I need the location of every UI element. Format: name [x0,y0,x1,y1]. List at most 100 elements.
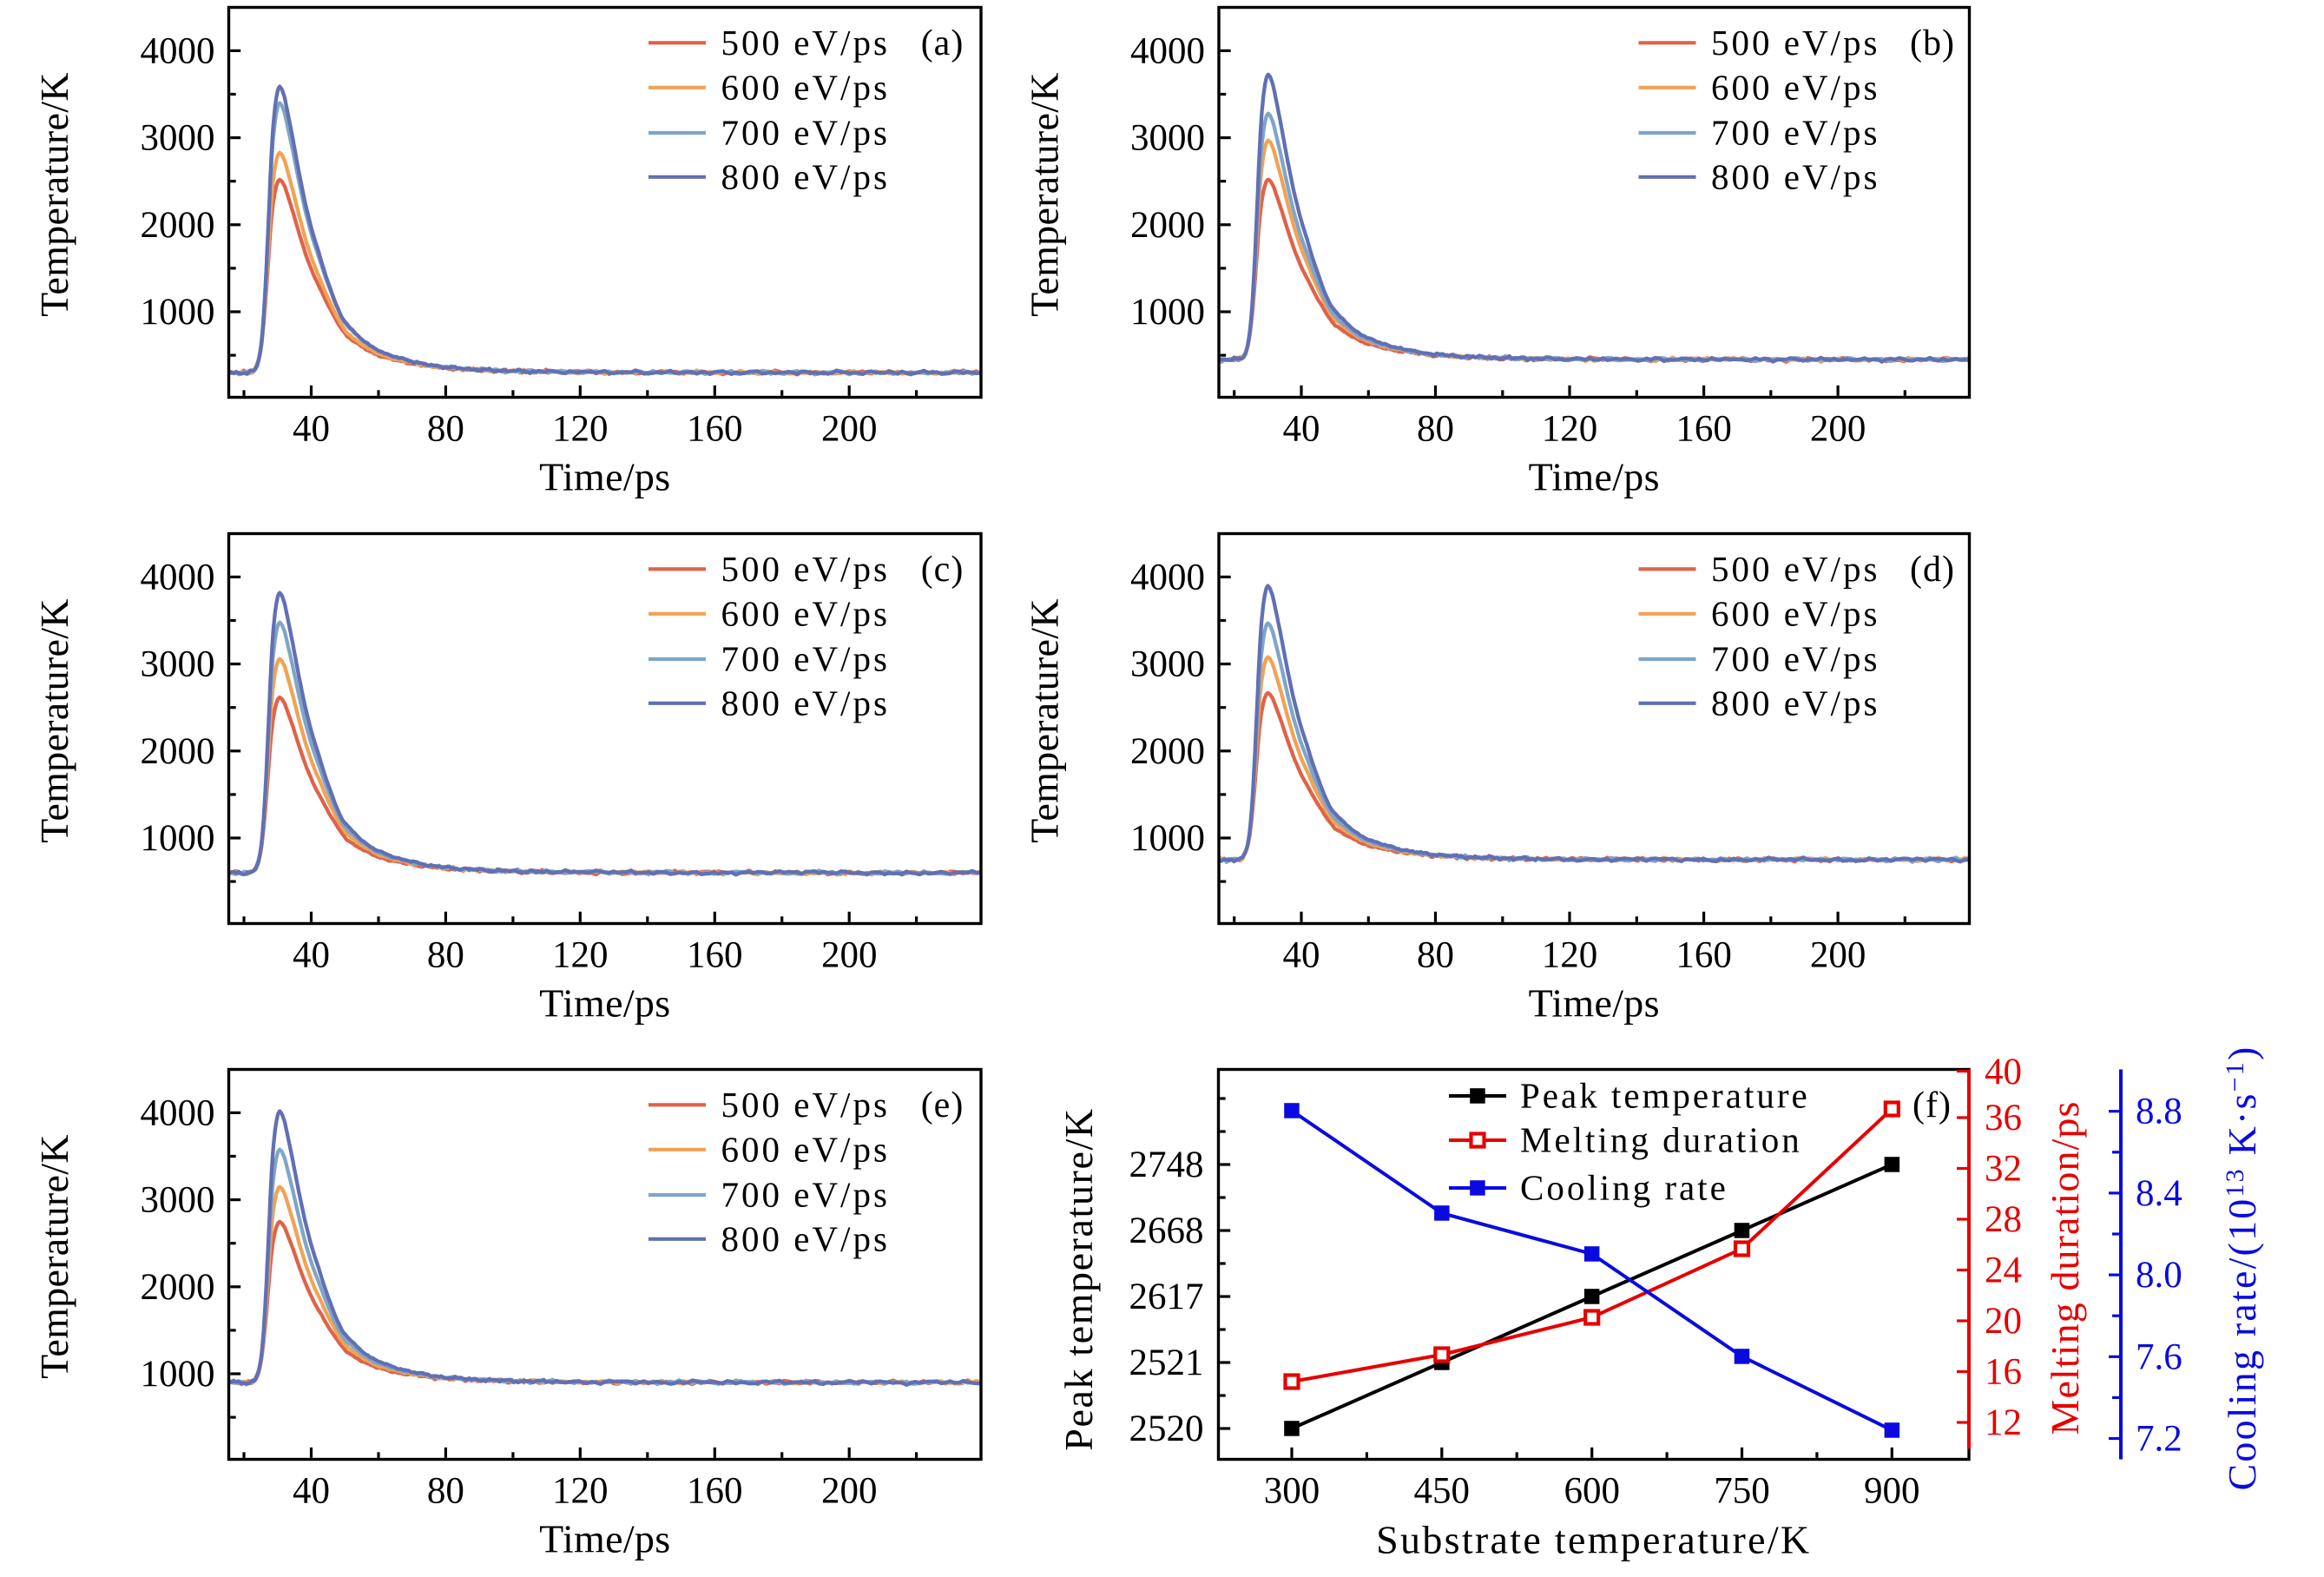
svg-text:4000: 4000 [141,30,215,71]
svg-text:160: 160 [1676,409,1732,450]
svg-text:500 eV/ps: 500 eV/ps [721,1085,890,1125]
svg-text:40: 40 [1283,935,1320,976]
svg-text:200: 200 [1810,409,1866,450]
svg-text:80: 80 [427,935,464,976]
svg-text:4000: 4000 [141,1092,215,1133]
svg-text:3000: 3000 [1130,118,1205,159]
svg-text:160: 160 [687,1471,743,1512]
svg-text:200: 200 [821,409,878,450]
svg-text:200: 200 [821,1471,878,1512]
svg-text:120: 120 [552,409,609,450]
svg-text:40: 40 [1283,409,1320,450]
svg-text:80: 80 [427,409,464,450]
svg-text:800 eV/ps: 800 eV/ps [721,683,890,723]
svg-text:600 eV/ps: 600 eV/ps [1711,67,1880,107]
svg-text:(e): (e) [921,1085,964,1125]
svg-text:Time/ps: Time/ps [539,981,670,1026]
svg-text:700 eV/ps: 700 eV/ps [721,639,890,679]
svg-text:36: 36 [1985,1098,2022,1138]
svg-text:(a): (a) [921,23,964,63]
svg-text:Temperature/K: Temperature/K [32,1134,76,1379]
svg-text:160: 160 [687,409,743,450]
svg-text:200: 200 [1810,935,1866,976]
svg-text:40: 40 [293,935,330,976]
svg-text:120: 120 [1542,409,1598,450]
svg-text:80: 80 [1417,409,1454,450]
svg-text:Temperature/K: Temperature/K [32,598,76,843]
svg-text:600 eV/ps: 600 eV/ps [721,1129,890,1169]
svg-text:Melting duration: Melting duration [1520,1120,1802,1160]
svg-text:20: 20 [1985,1301,2022,1342]
svg-text:120: 120 [1542,935,1598,976]
svg-text:800 eV/ps: 800 eV/ps [1711,156,1880,196]
svg-text:Temperature/K: Temperature/K [32,72,76,317]
svg-text:2520: 2520 [1129,1409,1204,1449]
svg-text:120: 120 [552,935,609,976]
svg-text:500 eV/ps: 500 eV/ps [1711,23,1880,63]
svg-text:750: 750 [1714,1471,1770,1512]
svg-text:160: 160 [1676,935,1732,976]
svg-text:(d): (d) [1910,550,1955,590]
svg-text:2748: 2748 [1129,1145,1204,1185]
svg-text:1000: 1000 [141,818,215,859]
svg-text:8.8: 8.8 [2136,1092,2182,1132]
svg-text:2617: 2617 [1129,1277,1204,1317]
svg-text:900: 900 [1864,1471,1920,1512]
svg-text:3000: 3000 [141,118,215,159]
svg-text:2000: 2000 [141,205,215,246]
svg-text:2000: 2000 [1130,731,1205,772]
svg-text:16: 16 [1985,1352,2022,1393]
svg-text:2000: 2000 [1130,205,1205,246]
svg-text:200: 200 [821,935,878,976]
svg-text:450: 450 [1414,1471,1471,1512]
svg-text:1000: 1000 [141,1354,215,1395]
svg-text:7.6: 7.6 [2136,1336,2182,1377]
svg-text:Melting duration/ps: Melting duration/ps [2043,1100,2087,1435]
svg-text:3000: 3000 [1130,644,1205,685]
svg-text:2000: 2000 [141,731,215,772]
svg-text:800 eV/ps: 800 eV/ps [721,1218,890,1258]
svg-text:700 eV/ps: 700 eV/ps [1711,113,1880,153]
svg-text:600 eV/ps: 600 eV/ps [721,67,890,107]
svg-text:500 eV/ps: 500 eV/ps [721,23,890,63]
svg-text:Peak temperature: Peak temperature [1520,1076,1810,1116]
svg-text:40: 40 [293,409,330,450]
svg-text:Time/ps: Time/ps [539,455,670,499]
svg-text:8.0: 8.0 [2136,1255,2182,1296]
svg-text:300: 300 [1264,1471,1320,1512]
svg-text:12: 12 [1985,1402,2022,1443]
svg-text:600 eV/ps: 600 eV/ps [1711,593,1880,633]
svg-text:800 eV/ps: 800 eV/ps [721,156,890,196]
svg-text:8.4: 8.4 [2136,1173,2182,1214]
svg-text:24: 24 [1985,1250,2022,1291]
svg-text:Temperature/K: Temperature/K [1023,72,1067,317]
svg-text:1000: 1000 [141,292,215,333]
svg-text:40: 40 [1985,1052,2022,1092]
svg-text:800 eV/ps: 800 eV/ps [1711,683,1880,723]
svg-text:28: 28 [1985,1199,2022,1240]
svg-text:600: 600 [1564,1471,1620,1512]
svg-text:3000: 3000 [141,644,215,685]
svg-text:7.2: 7.2 [2136,1419,2182,1460]
svg-text:32: 32 [1985,1149,2022,1190]
svg-text:Time/ps: Time/ps [1529,455,1660,499]
svg-text:(c): (c) [921,550,964,590]
svg-text:700 eV/ps: 700 eV/ps [721,1175,890,1215]
svg-text:500 eV/ps: 500 eV/ps [721,549,890,589]
svg-text:Substrate temperature/K: Substrate temperature/K [1376,1518,1811,1562]
svg-text:Temperature/K: Temperature/K [1023,598,1067,843]
svg-text:160: 160 [687,935,743,976]
svg-text:80: 80 [427,1471,464,1512]
svg-text:80: 80 [1417,935,1454,976]
svg-text:2521: 2521 [1129,1343,1204,1383]
svg-text:2000: 2000 [141,1267,215,1308]
svg-text:120: 120 [552,1471,609,1512]
svg-text:500 eV/ps: 500 eV/ps [1711,549,1880,589]
svg-text:40: 40 [293,1471,330,1512]
svg-text:Peak temperature/K: Peak temperature/K [1057,1107,1101,1450]
svg-text:4000: 4000 [141,557,215,597]
svg-text:Cooling rate/(1013 K·s−1): Cooling rate/(1013 K·s−1) [2220,1046,2264,1491]
svg-text:1000: 1000 [1130,292,1205,333]
svg-text:2668: 2668 [1129,1211,1204,1251]
svg-text:Time/ps: Time/ps [1529,981,1660,1026]
